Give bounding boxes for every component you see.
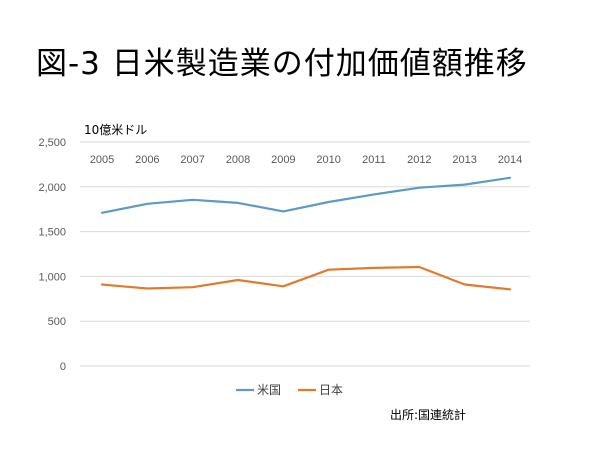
x-tick-label: 2009 bbox=[271, 154, 295, 166]
x-tick-label: 2007 bbox=[180, 154, 204, 166]
x-tick-label: 2012 bbox=[407, 154, 431, 166]
y-axis-ticks: 0 500 1,000 1,500 2,000 2,500 bbox=[38, 137, 66, 373]
series-line bbox=[100, 176, 512, 214]
y-tick-label: 1,500 bbox=[38, 227, 66, 239]
series-lines bbox=[100, 176, 512, 291]
x-tick-label: 2011 bbox=[362, 154, 386, 166]
x-tick-label: 2008 bbox=[226, 154, 250, 166]
series-line bbox=[100, 265, 512, 291]
x-tick-label: 2005 bbox=[90, 154, 114, 166]
source-note: 出所:国連統計 bbox=[390, 408, 467, 422]
y-tick-label: 1,000 bbox=[38, 271, 66, 283]
y-axis-unit-label: 10億米ドル bbox=[84, 123, 147, 137]
legend: 米国 日本 bbox=[236, 383, 343, 397]
legend-label: 米国 bbox=[257, 383, 281, 397]
y-tick-label: 0 bbox=[60, 361, 66, 373]
x-tick-label: 2014 bbox=[498, 154, 522, 166]
legend-label: 日本 bbox=[319, 383, 343, 397]
gridlines bbox=[80, 141, 530, 367]
x-tick-label: 2006 bbox=[135, 154, 159, 166]
x-axis-ticks: 2005 2006 2007 2008 2009 2010 2011 2012 2013 2014 bbox=[90, 154, 522, 166]
y-tick-label: 2,500 bbox=[38, 137, 66, 149]
y-tick-label: 500 bbox=[48, 316, 66, 328]
slide-title: 図-3 日米製造業の付加価値額推移 bbox=[36, 46, 528, 82]
y-tick-label: 2,000 bbox=[38, 182, 66, 194]
x-tick-label: 2013 bbox=[452, 154, 476, 166]
x-tick-label: 2010 bbox=[316, 154, 340, 166]
